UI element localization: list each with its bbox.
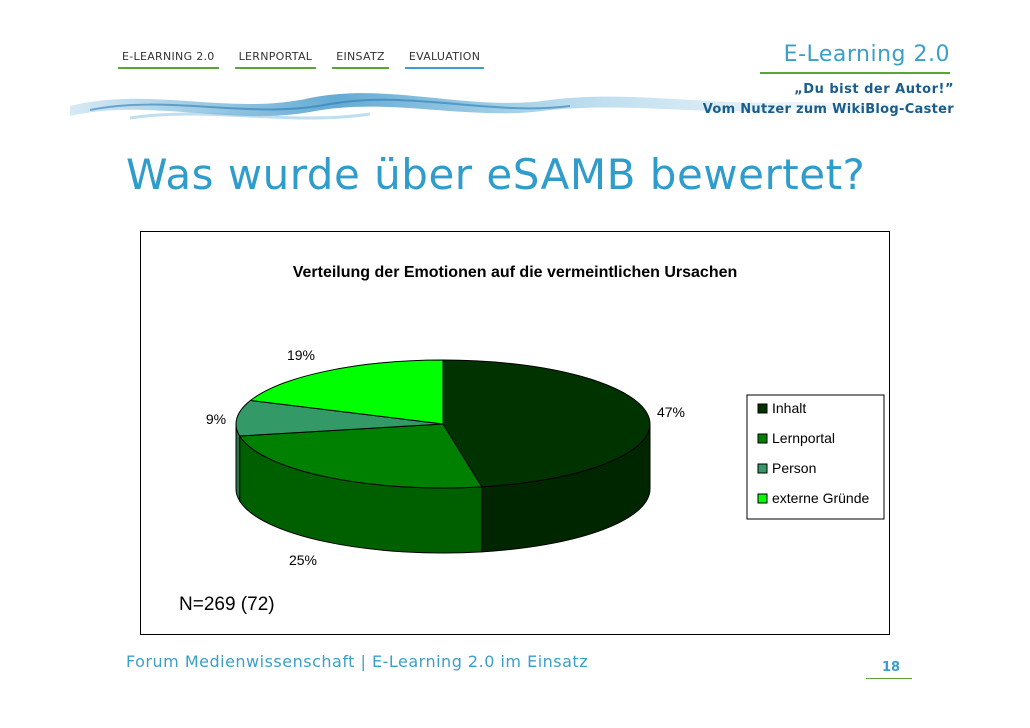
legend-label-lernportal: Lernportal	[772, 430, 835, 446]
water-banner-image	[70, 93, 960, 120]
chart-title: Verteilung der Emotionen auf die vermein…	[293, 264, 738, 281]
brand-subtitle-line1: „Du bist der Autor!”	[794, 82, 954, 97]
page-number: 18	[882, 660, 901, 675]
top-nav: E-LEARNING 2.0 LERNPORTAL EINSATZ EVALUA…	[118, 50, 485, 69]
data-label-inhalt: 47%	[657, 404, 685, 420]
pie-slice-lernportal	[238, 423, 483, 489]
data-label-externe-gr-nde: 19%	[287, 347, 315, 363]
legend-swatch-person	[757, 463, 768, 474]
legend-swatch-externe-gr-nde	[757, 493, 768, 504]
legend-box	[746, 394, 885, 520]
legend-swatch-inhalt	[757, 403, 768, 414]
sample-size-annotation: N=269 (72)	[179, 594, 275, 615]
page-title: Was wurde über eSAMB bewertet?	[126, 150, 866, 199]
brand-underline	[760, 72, 950, 74]
legend-label-externe-gr-nde: externe Gründe	[772, 490, 869, 506]
chart-frame: Verteilung der Emotionen auf die vermein…	[140, 231, 890, 635]
pie-chart: Verteilung der Emotionen auf die vermein…	[179, 264, 885, 615]
data-label-person: 9%	[206, 411, 226, 427]
pie-slice-inhalt	[442, 359, 651, 488]
data-label-lernportal: 25%	[289, 552, 317, 568]
legend-label-person: Person	[772, 460, 816, 476]
nav-item-evaluation[interactable]: EVALUATION	[404, 50, 485, 69]
nav-item-einsatz[interactable]: EINSATZ	[332, 50, 389, 69]
pie-slice-person	[235, 399, 444, 437]
page-number-underline	[866, 678, 912, 679]
brand-title: E-Learning 2.0	[783, 42, 950, 67]
nav-item-lernportal[interactable]: LERNPORTAL	[234, 50, 317, 69]
pie-slice-externe-gr-nde	[249, 359, 444, 425]
brand-subtitle-line2: Vom Nutzer zum WikiBlog-Caster	[702, 102, 954, 117]
footer-text: Forum Medienwissenschaft | E-Learning 2.…	[126, 652, 589, 671]
legend-swatch-lernportal	[757, 433, 768, 444]
nav-item-elearning[interactable]: E-LEARNING 2.0	[118, 50, 219, 69]
legend-label-inhalt: Inhalt	[772, 400, 806, 416]
